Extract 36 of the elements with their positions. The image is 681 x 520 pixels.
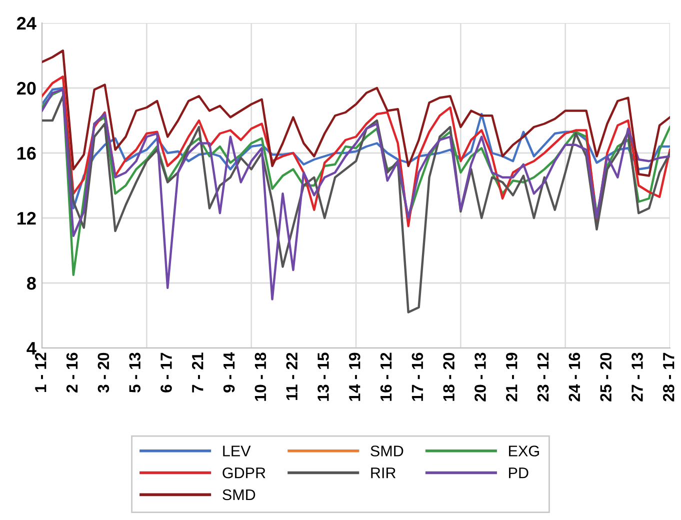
x-tick-label: 27 - 13 xyxy=(632,352,643,402)
x-tick-label: 23 - 12 xyxy=(537,352,549,402)
legend-label: SMD xyxy=(370,446,404,456)
legend-label: PD xyxy=(509,468,528,478)
legend-label: EXG xyxy=(509,446,539,456)
x-tick-label: 28 - 17 xyxy=(662,352,674,402)
x-tick-label: 7 - 21 xyxy=(192,352,204,392)
x-tick-label: 5 - 13 xyxy=(129,352,141,393)
x-tick-label: 2 - 16 xyxy=(66,352,78,392)
y-tick-label: 8 xyxy=(26,276,36,290)
y-tick-label: 24 xyxy=(16,16,36,30)
x-tick-label: 1 - 12 xyxy=(34,352,46,392)
x-tick-label: 6 - 17 xyxy=(160,352,172,392)
y-tick-label: 12 xyxy=(18,212,36,225)
y-tick-label: 20 xyxy=(16,82,36,95)
legend-label: RIR xyxy=(371,468,396,478)
line-series xyxy=(42,50,670,177)
x-tick-label: 25 - 20 xyxy=(600,352,612,402)
legend-label: GDPR xyxy=(222,467,266,478)
x-tick-label: 9 - 14 xyxy=(223,352,235,392)
legend-label: SMD xyxy=(222,489,256,500)
x-tick-label: 20 - 13 xyxy=(474,352,486,402)
x-tick-label: 10 - 18 xyxy=(254,352,266,401)
legend-label: LEV xyxy=(223,446,251,456)
x-tick-label: 14 - 19 xyxy=(348,352,360,401)
x-tick-label: 16 - 12 xyxy=(380,352,392,401)
y-tick-label: 4 xyxy=(26,342,36,355)
x-tick-label: 18 - 20 xyxy=(443,352,454,401)
x-tick-label: 17 - 16 xyxy=(412,352,424,401)
x-tick-label: 24 - 16 xyxy=(568,352,580,402)
x-tick-label: 3 - 20 xyxy=(98,352,110,393)
line-series xyxy=(42,76,670,228)
x-tick-label: 21 - 19 xyxy=(506,352,518,402)
x-tick-label: 11 - 22 xyxy=(286,352,298,400)
y-tick-label: 16 xyxy=(18,146,36,160)
x-tick-label: 13 - 15 xyxy=(318,352,329,401)
